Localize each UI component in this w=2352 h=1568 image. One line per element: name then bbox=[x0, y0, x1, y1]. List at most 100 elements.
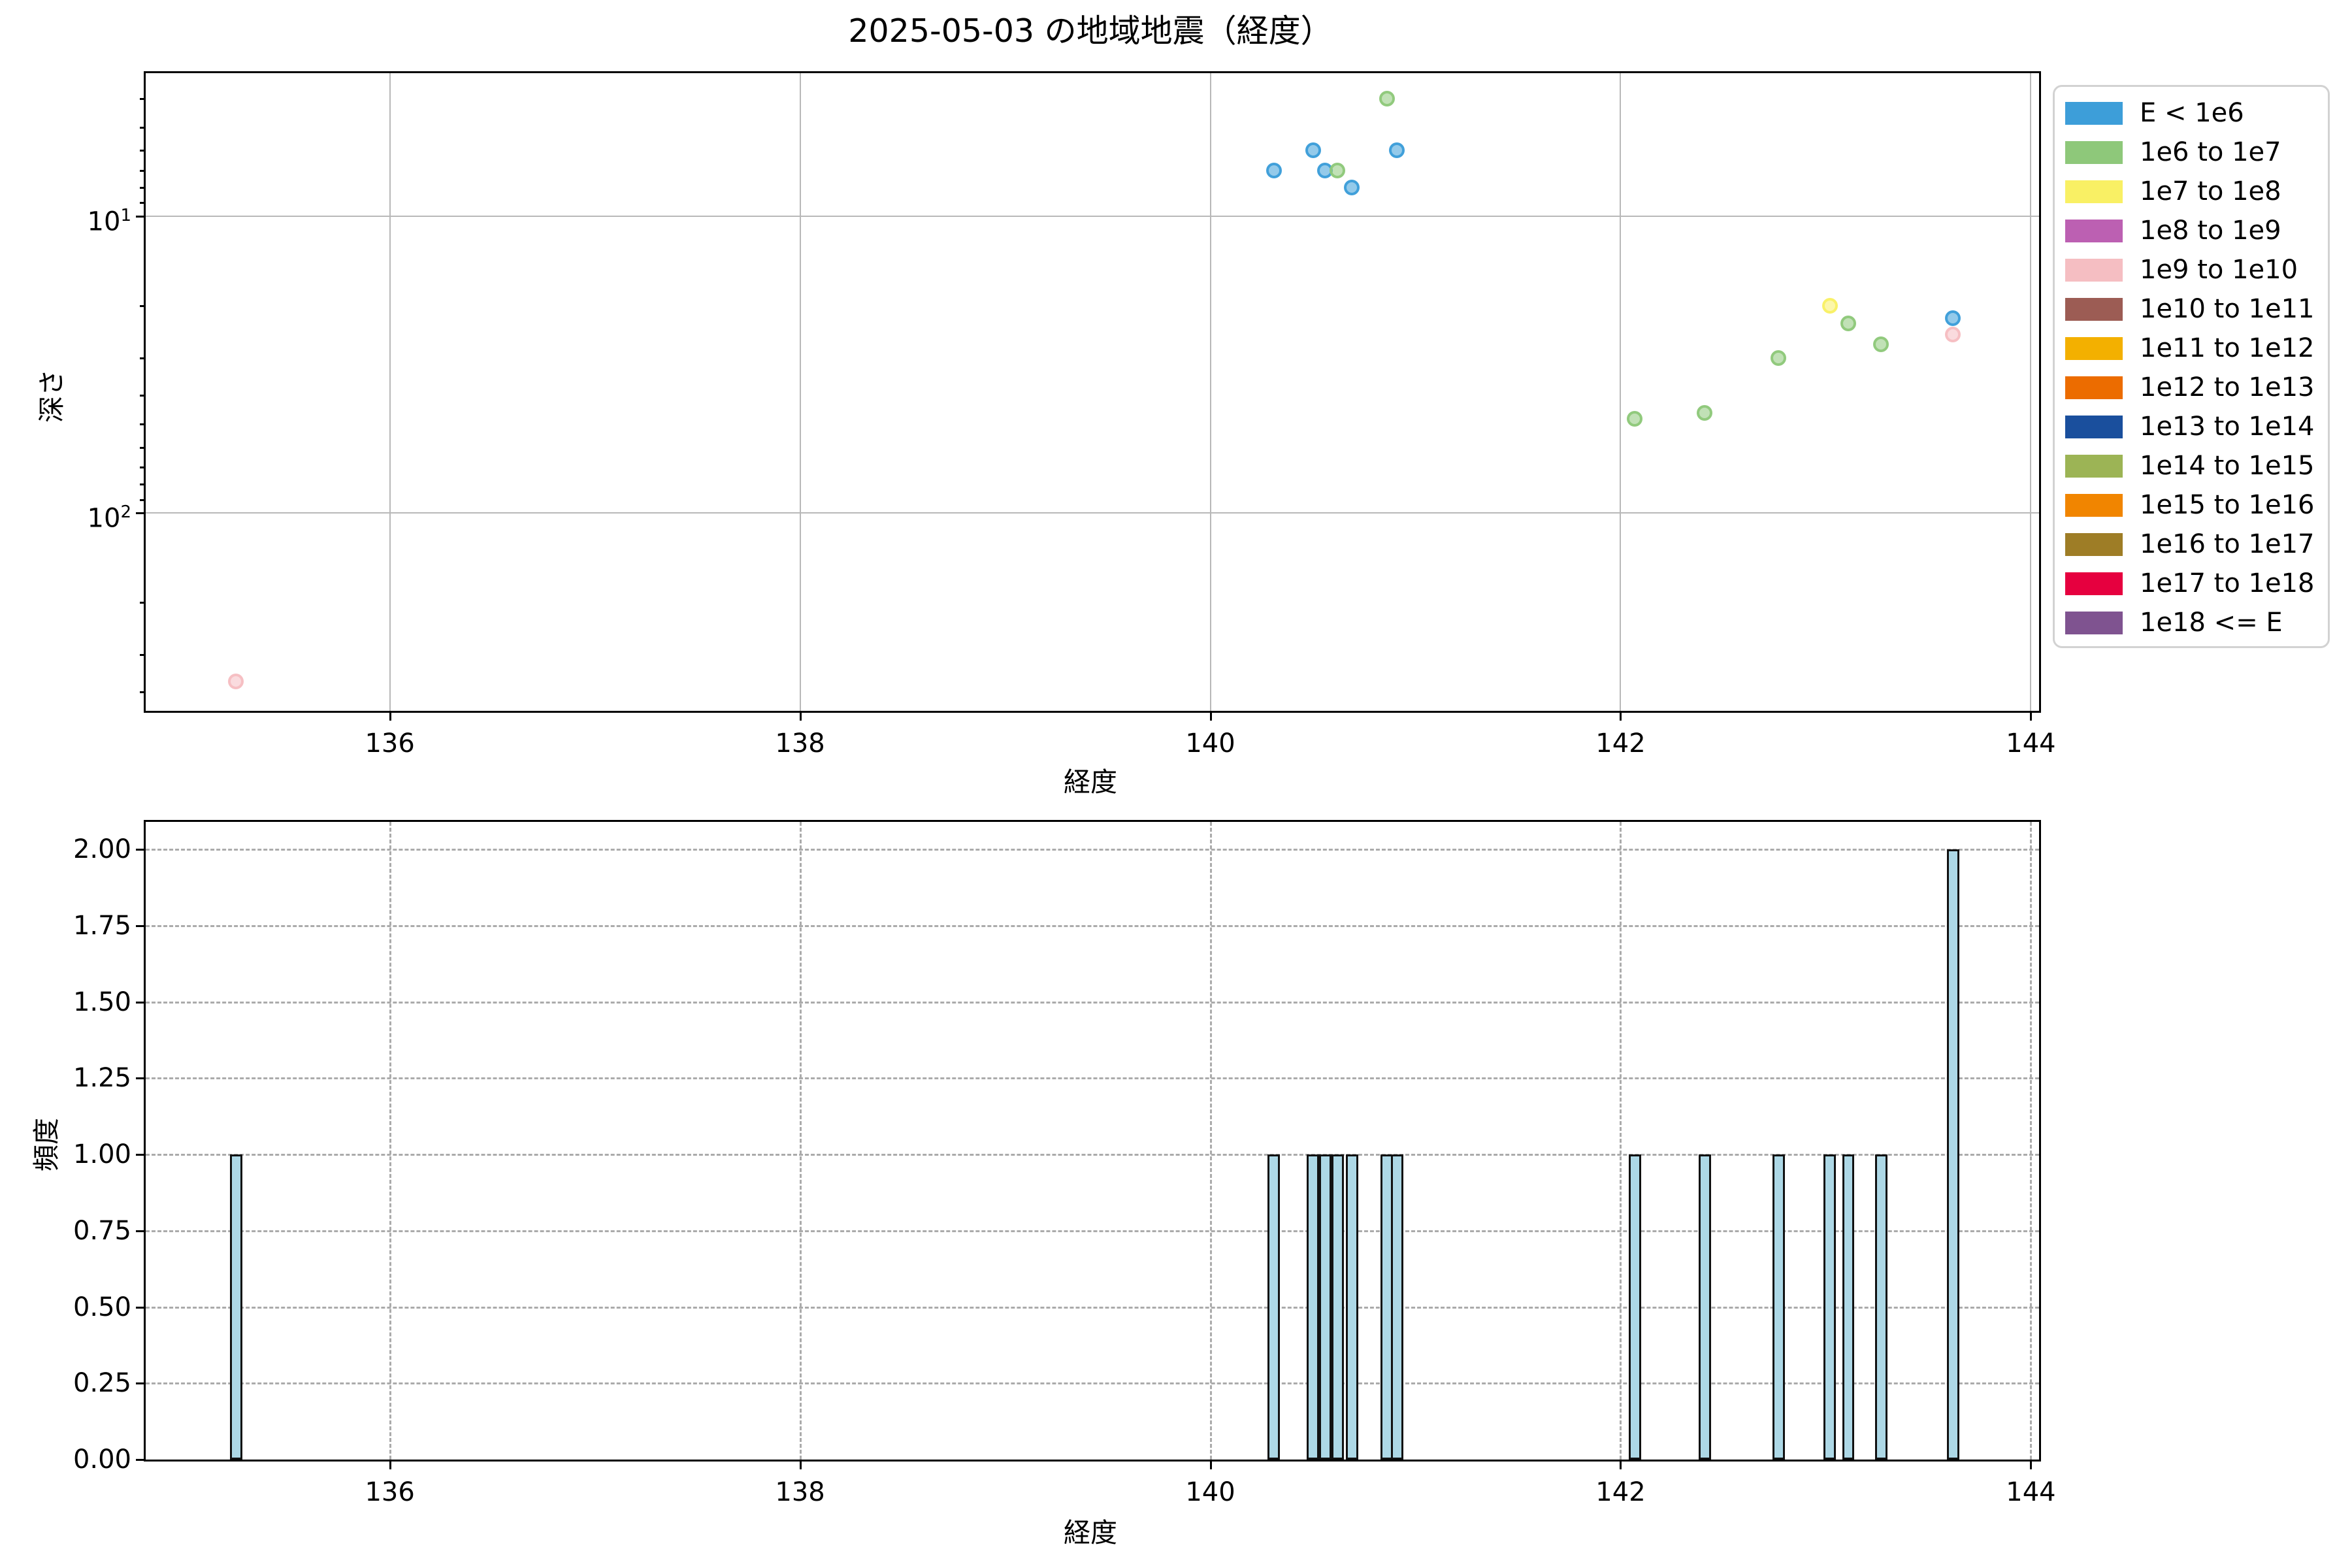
legend-label: 1e7 to 1e8 bbox=[2140, 176, 2281, 206]
x-tick bbox=[2030, 1460, 2033, 1469]
x-tick bbox=[389, 711, 391, 721]
histogram-xaxis-label: 経度 bbox=[1064, 1517, 1117, 1548]
histogram-axes: 136 138 140 142 144 0.00 0.25 0.50 0.75 1.00 1.25 1… bbox=[73, 820, 2056, 1507]
scatter-point bbox=[1305, 142, 1321, 159]
scatter-point bbox=[1697, 405, 1713, 421]
scatter-point bbox=[1389, 142, 1405, 159]
x-tick-label: 136 bbox=[365, 728, 415, 759]
scatter-point bbox=[1945, 310, 1961, 326]
y-tick bbox=[136, 512, 146, 515]
legend-swatch bbox=[2065, 180, 2123, 203]
y-tick bbox=[136, 1154, 146, 1156]
x-gridline bbox=[389, 822, 391, 1460]
scatter-point bbox=[1873, 336, 1889, 353]
histogram-bar bbox=[1823, 1154, 1837, 1460]
y-minor-tick bbox=[140, 357, 146, 359]
y-gridline bbox=[146, 216, 2039, 218]
legend-item: 1e11 to 1e12 bbox=[2055, 329, 2328, 368]
x-tick-label: 140 bbox=[1185, 728, 1235, 759]
x-tick-label: 140 bbox=[1185, 1477, 1235, 1507]
legend-item: 1e18 <= E bbox=[2055, 603, 2328, 642]
legend-item: 1e13 to 1e14 bbox=[2055, 407, 2328, 446]
legend-item: 1e15 to 1e16 bbox=[2055, 485, 2328, 525]
y-tick bbox=[136, 1001, 146, 1004]
legend-label: 1e18 <= E bbox=[2140, 608, 2283, 638]
legend-label: 1e15 to 1e16 bbox=[2140, 490, 2315, 520]
legend-label: 1e8 to 1e9 bbox=[2140, 216, 2281, 246]
y-gridline bbox=[146, 1382, 2039, 1385]
y-minor-tick bbox=[140, 187, 146, 189]
legend-swatch bbox=[2065, 258, 2123, 282]
y-minor-tick bbox=[140, 126, 146, 129]
y-gridline bbox=[146, 512, 2039, 514]
y-minor-tick bbox=[140, 394, 146, 397]
scatter-point bbox=[1266, 162, 1282, 178]
x-tick bbox=[1209, 1460, 1212, 1469]
x-tick-label: 142 bbox=[1595, 1477, 1646, 1507]
energy-legend: E < 1e6 1e6 to 1e7 1e7 to 1e8 1e8 to 1e9 1e9… bbox=[2053, 85, 2330, 648]
figure-title: 2025-05-03 の地域地震（経度） bbox=[848, 12, 1333, 50]
x-tick bbox=[1620, 711, 1622, 721]
legend-item: 1e8 to 1e9 bbox=[2055, 211, 2328, 250]
legend-item: 1e7 to 1e8 bbox=[2055, 172, 2328, 211]
x-tick bbox=[799, 711, 802, 721]
y-gridline bbox=[146, 1154, 2039, 1156]
scatter-point bbox=[1821, 297, 1838, 314]
y-tick bbox=[136, 1077, 146, 1080]
histogram-bar bbox=[229, 1154, 242, 1460]
y-tick bbox=[136, 216, 146, 218]
legend-label: E < 1e6 bbox=[2140, 98, 2244, 128]
scatter-point bbox=[1344, 180, 1360, 196]
x-tick-label: 144 bbox=[2006, 728, 2056, 759]
histogram-bar bbox=[1318, 1154, 1331, 1460]
y-minor-tick bbox=[140, 169, 146, 172]
x-gridline bbox=[799, 822, 802, 1460]
x-tick-label: 138 bbox=[775, 1477, 825, 1507]
legend-swatch bbox=[2065, 140, 2123, 164]
histogram-bar bbox=[1629, 1154, 1641, 1460]
y-tick-label: 0.00 bbox=[73, 1445, 131, 1475]
scatter-yaxis-label: 深さ bbox=[36, 369, 67, 423]
y-minor-tick bbox=[140, 150, 146, 152]
y-minor-tick bbox=[140, 602, 146, 604]
x-gridline bbox=[1209, 73, 1211, 711]
x-tick bbox=[799, 1460, 802, 1469]
legend-swatch bbox=[2065, 101, 2123, 125]
y-gridline bbox=[146, 1001, 2039, 1004]
y-tick-label: 102 bbox=[87, 502, 131, 534]
x-gridline bbox=[389, 73, 391, 711]
x-gridline bbox=[1209, 822, 1212, 1460]
x-gridline bbox=[799, 73, 801, 711]
y-tick-label: 1.25 bbox=[73, 1063, 131, 1094]
legend-label: 1e14 to 1e15 bbox=[2140, 451, 2315, 481]
legend-label: 1e6 to 1e7 bbox=[2140, 137, 2281, 167]
legend-item: 1e6 to 1e7 bbox=[2055, 133, 2328, 172]
y-tick bbox=[136, 1230, 146, 1232]
legend-label: 1e17 to 1e18 bbox=[2140, 568, 2315, 598]
legend-swatch bbox=[2065, 454, 2123, 478]
legend-item: 1e12 to 1e13 bbox=[2055, 368, 2328, 407]
scatter-axes: 136 138 140 142 144 101 102 bbox=[88, 71, 2056, 758]
y-tick-label: 0.25 bbox=[73, 1368, 131, 1399]
histogram-bar bbox=[1698, 1154, 1711, 1460]
legend-swatch bbox=[2065, 532, 2123, 556]
histogram-bar bbox=[1331, 1154, 1344, 1460]
legend-swatch bbox=[2065, 611, 2123, 634]
scatter-xaxis-label: 経度 bbox=[1064, 766, 1117, 798]
x-tick bbox=[389, 1460, 391, 1469]
x-tick bbox=[1209, 711, 1212, 721]
y-minor-tick bbox=[140, 466, 146, 468]
y-minor-tick bbox=[140, 446, 146, 449]
y-minor-tick bbox=[140, 483, 146, 486]
histogram-bar bbox=[1874, 1154, 1887, 1460]
y-tick-label: 0.75 bbox=[73, 1215, 131, 1246]
y-tick-label: 1.00 bbox=[73, 1139, 131, 1169]
x-tick-label: 144 bbox=[2006, 1477, 2056, 1507]
y-tick-label: 1.75 bbox=[73, 910, 131, 941]
legend-swatch bbox=[2065, 336, 2123, 360]
scatter-point bbox=[228, 674, 244, 690]
scatter-point bbox=[1771, 350, 1787, 366]
y-minor-tick bbox=[140, 423, 146, 425]
histogram-bar bbox=[1345, 1154, 1358, 1460]
legend-label: 1e11 to 1e12 bbox=[2140, 333, 2315, 363]
